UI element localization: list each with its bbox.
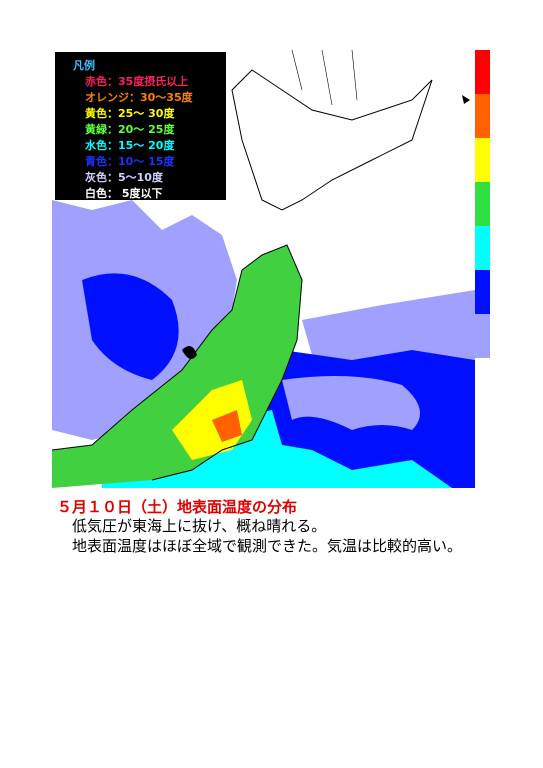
scale-swatch xyxy=(475,270,490,314)
scale-swatch xyxy=(475,50,490,94)
body-text: 低気圧が東海上に抜け、概ね晴れる。地表面温度はほぼ全域で観測できた。気温は比較的… xyxy=(57,516,467,556)
legend-item: 黄緑：20～ 25度 xyxy=(85,123,175,136)
legend-item: 白色： 5度以下 xyxy=(85,187,163,200)
scale-swatch xyxy=(475,182,490,226)
color-scale xyxy=(475,50,490,358)
legend-item: 黄色：25～ 30度 xyxy=(85,107,175,120)
legend-item: 青色：10～ 15度 xyxy=(85,155,175,168)
scale-swatch xyxy=(475,226,490,270)
temperature-map xyxy=(52,50,475,488)
legend-item: 灰色：5～10度 xyxy=(85,171,163,184)
legend-item: オレンジ：30～35度 xyxy=(85,91,193,104)
caption: ５月１０日（土）地表面温度の分布 xyxy=(57,498,298,516)
legend-title: 凡例 xyxy=(73,59,95,72)
legend-item: 水色：15～ 20度 xyxy=(85,139,175,152)
scale-swatch xyxy=(475,138,490,182)
paragraph: 地表面温度はほぼ全域で観測できた。気温は比較的高い。 xyxy=(72,537,463,555)
legend: 凡例 赤色：35度摂氏以上 オレンジ：30～35度 黄色：25～ 30度 黄緑：20～… xyxy=(55,52,226,200)
scale-swatch xyxy=(475,314,490,358)
scale-swatch xyxy=(475,94,490,138)
legend-item: 赤色：35度摂氏以上 xyxy=(85,75,189,88)
paragraph: 低気圧が東海上に抜け、概ね晴れる。 xyxy=(72,517,327,535)
